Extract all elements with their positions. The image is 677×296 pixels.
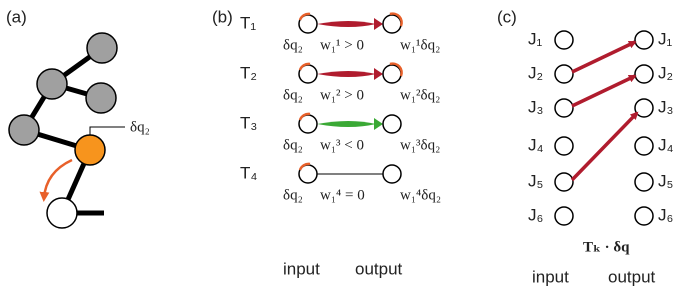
- input-joint-label: J₄: [528, 135, 544, 154]
- arrow-head: [374, 118, 383, 130]
- figure: (a) δq₂ (b) T₁ δq₂ w₁¹ > 0 w₁¹δq₂ T₂ δq₂ w₁² >…: [0, 0, 677, 296]
- panel-label: (b): [212, 7, 233, 26]
- output-joint-label: J₁: [658, 29, 673, 48]
- task-label: T₄: [240, 163, 257, 182]
- task-label: T₂: [240, 63, 257, 82]
- output-node: [383, 15, 401, 33]
- weight-arrow: [317, 71, 376, 77]
- output-node: [383, 115, 401, 133]
- input-joint: [555, 65, 573, 83]
- input-joint: [555, 99, 573, 117]
- output-joint: [635, 173, 653, 191]
- caption: Tₖ · δq: [583, 239, 630, 255]
- input-value: δq₂: [283, 37, 303, 53]
- input-value: δq₂: [283, 187, 303, 203]
- input-joint-label: J₃: [528, 97, 543, 116]
- output-value: w₁⁴δq₂: [400, 187, 441, 203]
- input-joint: [555, 207, 573, 225]
- output-joint: [635, 137, 653, 155]
- task-label: T₁: [240, 13, 256, 32]
- weight-arrows: [572, 42, 637, 180]
- input-label: input: [532, 267, 569, 286]
- arrow-head: [374, 68, 383, 80]
- input-joint-label: J₅: [528, 171, 543, 190]
- input-joint-label: J₆: [528, 205, 543, 224]
- output-label: output: [355, 259, 403, 278]
- output-joint-label: J₄: [658, 135, 674, 154]
- output-joint: [635, 31, 653, 49]
- input-value: δq₂: [283, 87, 303, 103]
- leader-line: [90, 127, 125, 135]
- output-joint-label: J₂: [658, 63, 673, 82]
- output-label: output: [608, 267, 656, 286]
- output-node: [383, 165, 401, 183]
- page: {"panel_a": {"label": "(a)", "joint_labe…: [0, 0, 677, 296]
- weight: w₁¹ > 0: [320, 37, 364, 53]
- input-joint: [555, 173, 573, 191]
- input-value: δq₂: [283, 137, 303, 153]
- joint-label: δq₂: [130, 119, 150, 135]
- output-node: [383, 65, 401, 83]
- output-joint: [635, 207, 653, 225]
- weight: w₁⁴ = 0: [320, 187, 365, 203]
- task-label: T₃: [240, 113, 257, 132]
- input-label: input: [283, 259, 320, 278]
- panel-label: (a): [6, 7, 27, 26]
- weight-arrow: [317, 21, 376, 27]
- joints: [9, 33, 117, 228]
- panel-c: (c) J₁ J₂ J₃ J₄ J₅ J₆ J₁ J₂ J₃ J₄ J₅ J₆ Tₖ · δq inp…: [497, 7, 674, 286]
- panel-label: (c): [497, 7, 517, 26]
- output-value: w₁²δq₂: [400, 87, 440, 103]
- input-joint: [555, 137, 573, 155]
- output-joint-label: J₃: [658, 97, 673, 116]
- rotation-arrow: [44, 160, 72, 198]
- output-value: w₁¹δq₂: [400, 37, 440, 53]
- task-rows: T₁ δq₂ w₁¹ > 0 w₁¹δq₂ T₂ δq₂ w₁² > 0 w₁²δq₂ T₃ δq…: [240, 13, 441, 203]
- input-joint-label: J₂: [528, 63, 543, 82]
- arrow-head: [374, 18, 383, 30]
- weight: w₁³ < 0: [320, 137, 364, 153]
- output-joint-label: J₅: [658, 171, 673, 190]
- output-value: w₁³δq₂: [400, 137, 440, 153]
- input-joint: [555, 31, 573, 49]
- weight-arrow: [317, 121, 376, 127]
- output-joint-label: J₆: [658, 205, 673, 224]
- output-joint: [635, 65, 653, 83]
- input-joint-label: J₁: [528, 29, 543, 48]
- weight: w₁² > 0: [320, 87, 364, 103]
- panel-b: (b) T₁ δq₂ w₁¹ > 0 w₁¹δq₂ T₂ δq₂ w₁² > 0 w₁²δq₂…: [212, 7, 441, 278]
- panel-a: (a) δq₂: [6, 7, 150, 228]
